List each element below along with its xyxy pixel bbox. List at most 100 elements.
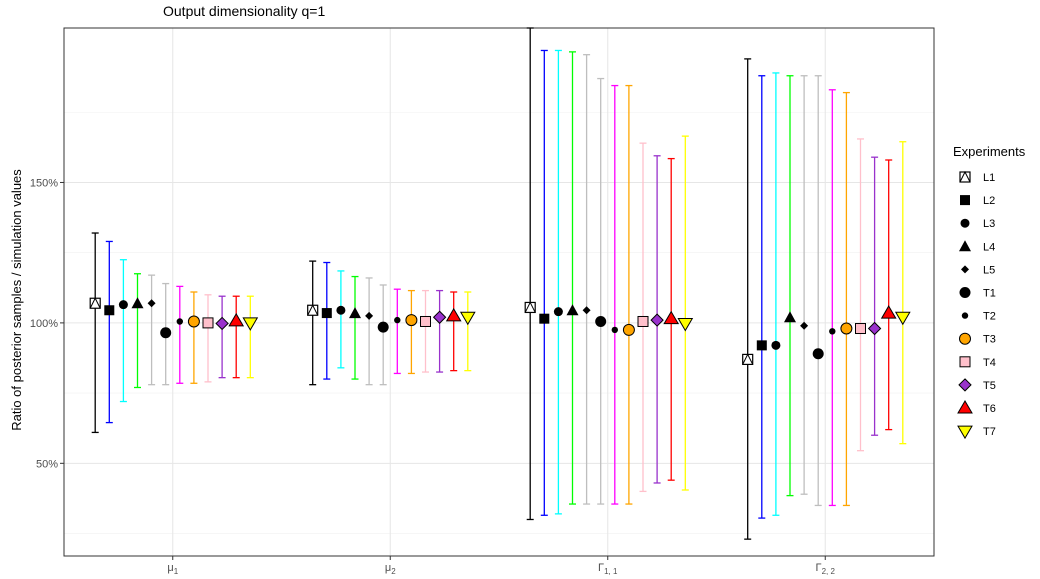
data-point <box>336 305 346 315</box>
data-point <box>855 323 866 335</box>
legend-label: T7 <box>983 426 996 438</box>
legend-label: T2 <box>983 311 996 323</box>
legend-label: T1 <box>983 288 996 300</box>
legend-key <box>959 356 971 368</box>
legend-key <box>958 378 972 392</box>
legend-label: L1 <box>983 172 995 184</box>
data-point <box>89 297 101 309</box>
data-point <box>742 353 754 366</box>
data-point <box>176 318 183 325</box>
data-point <box>800 321 809 330</box>
legend-key <box>959 240 971 252</box>
data-point <box>611 326 618 334</box>
data-point <box>880 305 897 319</box>
data-point <box>242 317 259 331</box>
legend-item-T7: T7 <box>957 425 996 440</box>
legend-label: L4 <box>983 241 995 253</box>
data-point <box>771 340 781 350</box>
data-point <box>539 313 550 324</box>
plot-background <box>64 28 934 556</box>
data-point <box>405 314 418 327</box>
legend-item-T4: T4 <box>959 356 996 369</box>
series-L4 <box>131 51 796 505</box>
series-T2 <box>176 84 836 507</box>
legend-key <box>957 425 973 440</box>
legend-title: Experiments <box>953 144 1026 159</box>
legend-item-T5: T5 <box>958 378 996 392</box>
series-T1 <box>160 75 824 507</box>
series-T7 <box>242 135 911 491</box>
x-tick-label: μ2 <box>385 562 396 576</box>
x-tick-label: Γ2, 2 <box>816 562 836 576</box>
data-point <box>160 327 172 339</box>
data-point <box>215 316 229 331</box>
y-tick-label: 50% <box>36 458 58 470</box>
legend-key <box>957 400 973 414</box>
legend-key <box>959 170 971 183</box>
y-tick-label: 100% <box>30 318 58 330</box>
chart-title: Output dimensionality q=1 <box>163 3 325 19</box>
data-point <box>566 304 579 316</box>
x-axis: μ1 μ2 Γ1, 1 Γ2, 2 <box>167 556 836 576</box>
legend-label: T5 <box>983 380 996 392</box>
data-point <box>394 316 401 324</box>
data-point <box>553 307 563 317</box>
legend-item-T1: T1 <box>959 287 996 300</box>
series-layer <box>89 27 911 540</box>
data-point <box>663 310 680 325</box>
data-point <box>104 305 115 316</box>
legend-label: L5 <box>983 264 995 276</box>
data-point <box>202 317 214 329</box>
data-point <box>677 317 694 332</box>
data-point <box>187 315 200 328</box>
y-tick-label: 150% <box>30 177 58 189</box>
data-point <box>420 315 431 327</box>
legend-label: T6 <box>983 403 996 415</box>
data-point <box>524 301 536 314</box>
data-point <box>459 311 476 326</box>
legend-key <box>961 265 969 274</box>
data-point <box>131 297 144 309</box>
data-point <box>445 307 462 322</box>
plot-panel <box>63 27 935 557</box>
data-point <box>147 299 156 308</box>
data-point <box>840 322 853 335</box>
data-point <box>622 323 635 336</box>
data-point <box>812 348 824 360</box>
data-point <box>829 328 836 335</box>
y-axis-title: Ratio of posterior samples / simulation … <box>9 169 24 431</box>
legend-item-L1: L1 <box>959 170 995 184</box>
data-point <box>432 310 447 324</box>
series-L5 <box>147 54 809 505</box>
data-point <box>349 307 361 319</box>
legend-item-L3: L3 <box>960 218 995 230</box>
series-L2 <box>104 49 767 519</box>
legend-item-L4: L4 <box>959 240 995 253</box>
data-point <box>650 313 664 327</box>
data-point <box>365 311 374 320</box>
x-tick-label: Γ1, 1 <box>598 562 618 576</box>
legend-key <box>961 312 969 319</box>
legend-label: T3 <box>983 334 996 346</box>
data-point <box>377 321 389 333</box>
legend-item-T6: T6 <box>957 400 996 415</box>
data-point <box>307 304 319 316</box>
legend-label: L2 <box>983 195 995 207</box>
series-T3 <box>187 84 853 507</box>
legend-key <box>959 287 971 298</box>
data-point <box>118 300 128 310</box>
data-point <box>784 311 796 323</box>
data-point <box>867 321 882 336</box>
legend-key <box>960 195 970 206</box>
legend: Experiments L1 L2 L3 L4 L5 T1 T2 T3 T4 T5 T6 T7 <box>953 144 1026 440</box>
series-L3 <box>118 49 781 516</box>
data-point <box>228 312 245 327</box>
series-L1 <box>89 27 754 540</box>
legend-item-T2: T2 <box>961 311 996 323</box>
legend-key <box>959 332 971 345</box>
legend-item-L5: L5 <box>961 264 995 276</box>
data-point <box>894 311 911 326</box>
legend-item-T3: T3 <box>959 332 996 346</box>
plot-border <box>63 27 935 557</box>
